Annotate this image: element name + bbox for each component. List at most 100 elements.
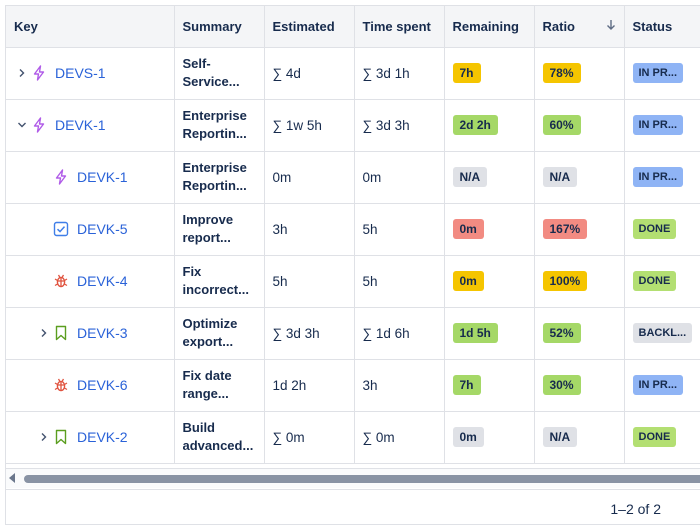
table-row[interactable]: DEVK-6 Fix date range... 1d 2h 3h 7h 30% IN PR… (6, 359, 700, 412)
remaining-badge: 0m (452, 427, 484, 447)
key-cell: DEVK-1 (6, 151, 175, 204)
issue-summary[interactable]: Self-Service... (182, 56, 240, 89)
ratio-badge: 167% (542, 219, 588, 239)
table-row[interactable]: DEVK-1 Enterprise Reportin... ∑ 1w 5h ∑ 3d … (6, 99, 700, 152)
issue-key-link[interactable]: DEVK-1 (77, 169, 128, 185)
estimated-value: ∑ 1w 5h (272, 117, 322, 133)
scroll-left-arrow-icon[interactable] (9, 473, 15, 483)
estimated-cell: ∑ 4d (264, 47, 355, 100)
column-header-status[interactable]: Status (624, 6, 700, 48)
time-spent-cell: 3h (354, 359, 445, 412)
status-badge[interactable]: DONE (632, 271, 677, 291)
remaining-badge: 7h (452, 375, 481, 395)
chevron-down-icon[interactable] (14, 117, 30, 133)
issue-summary[interactable]: Enterprise Reportin... (182, 160, 247, 193)
status-cell: DONE (624, 203, 700, 256)
status-badge[interactable]: IN PR... (632, 375, 684, 395)
status-badge[interactable]: DONE (632, 219, 677, 239)
status-badge[interactable]: IN PR... (632, 63, 684, 83)
issue-key-link[interactable]: DEVK-3 (77, 325, 128, 341)
summary-cell: Fix incorrect... (174, 255, 265, 308)
column-header-key[interactable]: Key (6, 6, 175, 48)
time-spent-value: 0m (362, 169, 382, 185)
status-badge[interactable]: BACKL... (632, 323, 693, 343)
estimated-value: 5h (272, 273, 288, 289)
time-spent-value: 5h (362, 273, 378, 289)
key-cell: DEVK-1 (6, 99, 175, 152)
time-spent-value: 5h (362, 221, 378, 237)
time-spent-value: ∑ 3d 3h (362, 117, 410, 133)
table-row[interactable]: DEVK-2 Build advanced... ∑ 0m ∑ 0m 0m N/A DONE (6, 411, 700, 464)
column-header-estimated[interactable]: Estimated (264, 6, 355, 48)
remaining-badge: 1d 5h (452, 323, 498, 343)
chevron-right-icon[interactable] (14, 65, 30, 81)
key-cell: DEVS-1 (6, 47, 175, 100)
time-spent-cell: ∑ 0m (354, 411, 445, 464)
chevron-right-icon[interactable] (36, 325, 52, 341)
issue-key-link[interactable]: DEVK-4 (77, 273, 128, 289)
ratio-badge: 100% (542, 271, 588, 291)
ratio-badge: N/A (542, 167, 578, 187)
horizontal-scrollbar[interactable] (6, 468, 700, 488)
table-row[interactable]: DEVK-3 Optimize export... ∑ 3d 3h ∑ 1d 6h 1d… (6, 307, 700, 360)
ratio-badge: 52% (542, 323, 581, 343)
table-row[interactable]: DEVS-1 Self-Service... ∑ 4d ∑ 3d 1h 7h 78% IN … (6, 47, 700, 100)
column-header-remaining[interactable]: Remaining (444, 6, 535, 48)
issue-summary[interactable]: Enterprise Reportin... (182, 108, 247, 141)
summary-cell: Self-Service... (174, 47, 265, 100)
remaining-cell: 7h (444, 359, 535, 412)
estimated-value: ∑ 4d (272, 65, 301, 81)
story-bookmark-icon (52, 324, 70, 342)
issue-key-link[interactable]: DEVK-6 (77, 377, 128, 393)
table-footer: 1–2 of 2 (6, 489, 700, 524)
time-spent-cell: 0m (354, 151, 445, 204)
ratio-cell: 167% (534, 203, 625, 256)
estimated-value: 1d 2h (272, 377, 307, 393)
issue-summary[interactable]: Improve report... (182, 212, 234, 245)
column-header-summary[interactable]: Summary (174, 6, 265, 48)
issue-summary[interactable]: Build advanced... (182, 420, 254, 453)
status-cell: IN PR... (624, 359, 700, 412)
ratio-cell: 100% (534, 255, 625, 308)
remaining-cell: 0m (444, 203, 535, 256)
issue-summary[interactable]: Optimize export... (182, 316, 238, 349)
summary-cell: Enterprise Reportin... (174, 99, 265, 152)
status-cell: DONE (624, 411, 700, 464)
status-badge[interactable]: DONE (632, 427, 677, 447)
key-cell: DEVK-6 (6, 359, 175, 412)
status-badge[interactable]: IN PR... (632, 167, 684, 187)
column-header-ratio[interactable]: Ratio (534, 6, 625, 48)
time-spent-cell: ∑ 3d 1h (354, 47, 445, 100)
scrollbar-thumb[interactable] (24, 475, 700, 483)
epic-lightning-icon (52, 168, 70, 186)
issue-key-link[interactable]: DEVK-5 (77, 221, 128, 237)
estimated-cell: 0m (264, 151, 355, 204)
summary-cell: Improve report... (174, 203, 265, 256)
estimated-cell: ∑ 1w 5h (264, 99, 355, 152)
arrow-down-icon[interactable] (606, 19, 616, 34)
chevron-right-icon[interactable] (36, 429, 52, 445)
table-row[interactable]: DEVK-4 Fix incorrect... 5h 5h 0m 100% DONE (6, 255, 700, 308)
issue-summary[interactable]: Fix date range... (182, 368, 232, 401)
estimated-cell: 1d 2h (264, 359, 355, 412)
time-spent-value: ∑ 0m (362, 429, 395, 445)
table-row[interactable]: DEVK-5 Improve report... 3h 5h 0m 167% DONE (6, 203, 700, 256)
issue-key-link[interactable]: DEVK-2 (77, 429, 128, 445)
issue-key-link[interactable]: DEVS-1 (55, 65, 106, 81)
estimated-cell: 5h (264, 255, 355, 308)
column-header-time-spent[interactable]: Time spent (354, 6, 445, 48)
issue-table-panel: Key Summary Estimated Time spent Remaini… (5, 5, 700, 525)
issue-summary[interactable]: Fix incorrect... (182, 264, 249, 297)
status-cell: BACKL... (624, 307, 700, 360)
table-row[interactable]: DEVK-1 Enterprise Reportin... 0m 0m N/A N/A IN… (6, 151, 700, 204)
summary-cell: Enterprise Reportin... (174, 151, 265, 204)
ratio-cell: 78% (534, 47, 625, 100)
story-bookmark-icon (52, 428, 70, 446)
status-cell: DONE (624, 255, 700, 308)
issue-key-link[interactable]: DEVK-1 (55, 117, 106, 133)
remaining-badge: 7h (452, 63, 481, 83)
status-cell: IN PR... (624, 99, 700, 152)
summary-cell: Optimize export... (174, 307, 265, 360)
status-badge[interactable]: IN PR... (632, 115, 684, 135)
estimated-value: ∑ 0m (272, 429, 305, 445)
